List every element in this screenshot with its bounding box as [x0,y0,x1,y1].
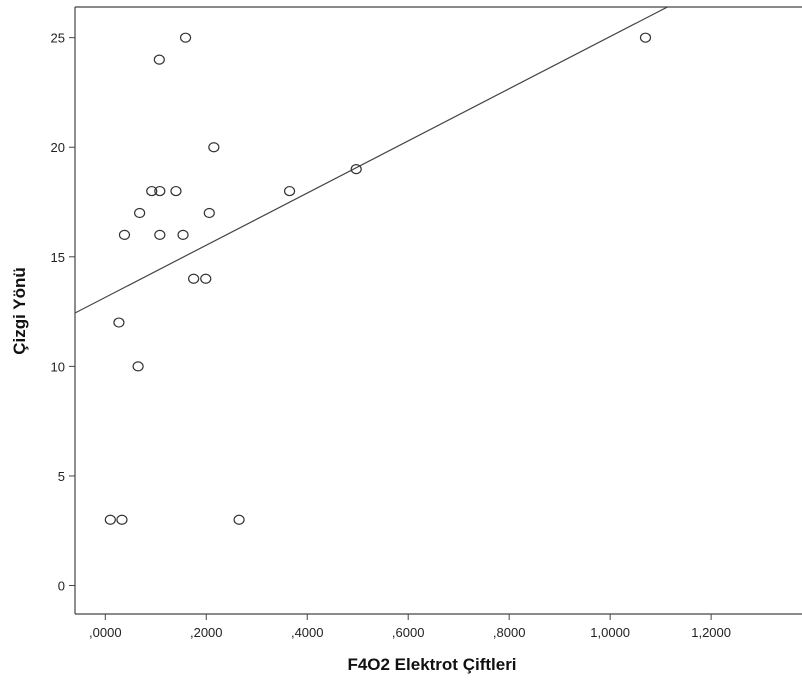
data-point [146,185,158,197]
x-tick-label: ,8000 [493,625,526,640]
data-point [118,229,131,240]
y-tick-label: 5 [58,469,65,484]
data-point [208,142,220,153]
data-point [200,273,212,284]
data-point [233,514,245,525]
data-point [104,514,116,525]
x-tick-label: ,6000 [392,625,425,640]
data-point [350,164,362,175]
plot-area [75,7,802,614]
x-tick-label: ,2000 [190,625,223,640]
data-point [132,361,144,372]
data-point [179,32,192,43]
y-tick-label: 0 [58,579,65,594]
data-point [116,514,128,525]
x-tick-label: 1,2000 [691,625,731,640]
data-point [177,229,189,240]
x-axis-title: F4O2 Elektrot Çiftleri [347,655,516,674]
data-point [203,207,215,219]
data-point [188,273,200,284]
data-point [639,32,652,43]
y-tick-label: 25 [51,31,65,46]
x-tick-label: 1,0000 [590,625,630,640]
x-tick-label: ,0000 [89,625,122,640]
y-tick-label: 20 [51,140,65,155]
data-point [153,54,165,65]
y-axis-title: Çizgi Yönü [10,267,29,355]
data-point [154,229,166,240]
x-tick-label: ,4000 [291,625,324,640]
data-point [170,185,182,197]
y-tick-label: 15 [51,250,65,265]
data-point [134,207,146,219]
data-point [113,317,125,328]
y-tick-label: 10 [51,359,65,374]
fit-line [75,7,669,314]
data-point [154,185,166,197]
data-point [283,185,296,197]
